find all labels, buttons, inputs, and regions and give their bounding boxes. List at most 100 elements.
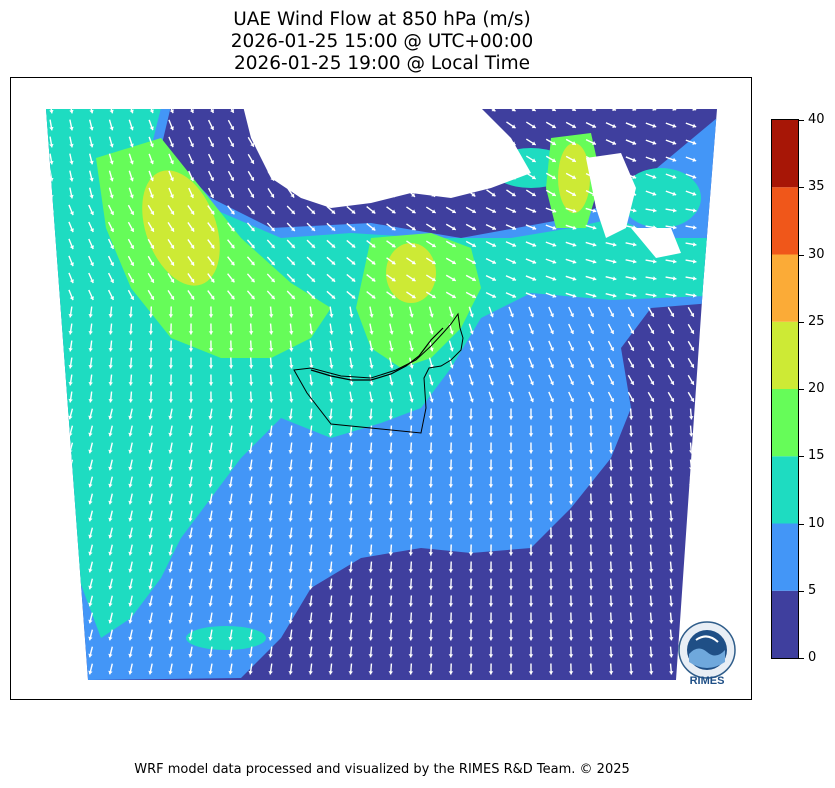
wind-arrow-head (449, 398, 454, 403)
wind-arrow-head (288, 568, 293, 573)
wind-arrow-head (150, 278, 155, 283)
wind-arrow-head (471, 294, 476, 299)
wind-arrow-head (170, 278, 175, 283)
wind-arrow-head (48, 602, 53, 607)
wind-arrow-head (210, 278, 215, 283)
wind-arrow-head (268, 619, 273, 624)
wind-arrow-head (310, 176, 315, 181)
wind-arrow-head (88, 534, 93, 539)
wind-arrow-head (688, 603, 694, 607)
wind-arrow-head (228, 602, 233, 607)
wind-arrow-head (632, 140, 637, 145)
wind-arrow-head (512, 276, 517, 281)
wind-arrow-head (268, 636, 273, 641)
wind-arrow-head (250, 227, 255, 232)
colorbar-band-25-30 (772, 254, 798, 322)
colorbar-tick (799, 254, 804, 256)
wind-arrow-head (108, 517, 113, 522)
wind-arrow-head (268, 348, 274, 352)
wind-arrow-head (130, 227, 135, 232)
wind-arrow-head (248, 602, 253, 607)
wind-arrow (68, 612, 74, 624)
wind-arrow-head (552, 293, 557, 298)
wind-arrow-head (670, 346, 675, 351)
wind-arrow-head (672, 123, 677, 128)
wind-arrow (48, 510, 54, 522)
wind-arrow-head (648, 484, 654, 488)
wind-arrow-head (168, 670, 173, 675)
wind-arrow-head (492, 208, 496, 214)
wind-arrow-head (389, 347, 394, 352)
wind-arrow-head (448, 654, 454, 658)
wind-arrow-head (571, 141, 576, 146)
wind-arrow-head (270, 109, 275, 113)
wind-arrow-head (670, 312, 675, 317)
wind-arrow-head (188, 348, 194, 352)
wind-arrow-head (428, 569, 434, 573)
wind-arrow-head (68, 602, 73, 607)
wind-arrow-head (568, 671, 574, 675)
wind-arrow-head (471, 175, 476, 180)
wind-arrow-head (668, 620, 674, 624)
wind-arrow-head (528, 603, 534, 607)
wind-arrow-head (48, 619, 53, 624)
wind-arrow-head (549, 347, 554, 352)
wind-arrow-head (228, 551, 233, 556)
wind-arrow-head (428, 620, 434, 624)
wind-arrow-head (328, 467, 333, 471)
wind-arrow-head (89, 279, 94, 284)
wind-arrow-head (149, 109, 154, 114)
wind-arrow (49, 323, 53, 335)
wind-arrow-head (408, 450, 414, 454)
wind-arrow-head (532, 259, 537, 264)
wind-arrow-head (508, 484, 514, 488)
wind-arrow-head (632, 208, 637, 213)
wind-arrow-head (288, 534, 293, 539)
wind-arrow-head (228, 636, 233, 641)
wind-arrow-head (389, 330, 394, 335)
wind-arrow-head (68, 534, 73, 539)
wind-arrow (48, 527, 54, 539)
wind-arrow-head (109, 126, 114, 131)
wind-arrow-head (628, 535, 634, 539)
wind-arrow-head (128, 568, 133, 573)
wind-arrow-head (208, 551, 213, 556)
map-frame (10, 77, 752, 700)
wind-arrow-head (509, 381, 514, 386)
wind-arrow-head (592, 293, 597, 298)
wind-arrow-head (428, 654, 434, 658)
wind-arrow-head (188, 466, 193, 471)
wind-arrow-head (148, 602, 153, 607)
wind-arrow-head (492, 242, 496, 248)
wind-arrow-head (508, 535, 514, 539)
wind-arrow-head (429, 398, 434, 403)
wind-arrow-head (69, 279, 74, 284)
wind-arrow-head (148, 517, 153, 522)
wind-arrow-head (230, 159, 235, 164)
wind-arrow-head (209, 194, 215, 198)
wind-arrow-head (188, 534, 193, 539)
wind-arrow-head (248, 348, 254, 352)
wind-arrow-head (592, 191, 596, 197)
wind-arrow-head (508, 501, 514, 505)
wind-arrow-head (68, 653, 73, 658)
wind-arrow-head (512, 208, 517, 213)
map-title: UAE Wind Flow at 850 hPa (m/s) (233, 9, 531, 30)
wind-arrow-head (431, 158, 436, 163)
wind-arrow-head (128, 432, 133, 437)
wind-arrow-head (148, 382, 154, 386)
wind-arrow-head (89, 177, 94, 182)
wind-arrow-head (149, 143, 154, 148)
wind-arrow-head (268, 517, 273, 522)
wind-arrow-head (608, 501, 614, 505)
wind-arrow-head (148, 653, 153, 658)
wind-arrow-head (431, 277, 436, 282)
wind-arrow-head (552, 259, 557, 264)
wind-arrow-head (188, 619, 193, 624)
wind-arrow-head (529, 347, 534, 352)
wind-arrow-head (612, 293, 617, 298)
wind-arrow-head (508, 416, 514, 420)
wind-arrow-head (668, 569, 674, 573)
wind-arrow-head (311, 294, 315, 299)
wind-arrow-head (168, 500, 173, 505)
